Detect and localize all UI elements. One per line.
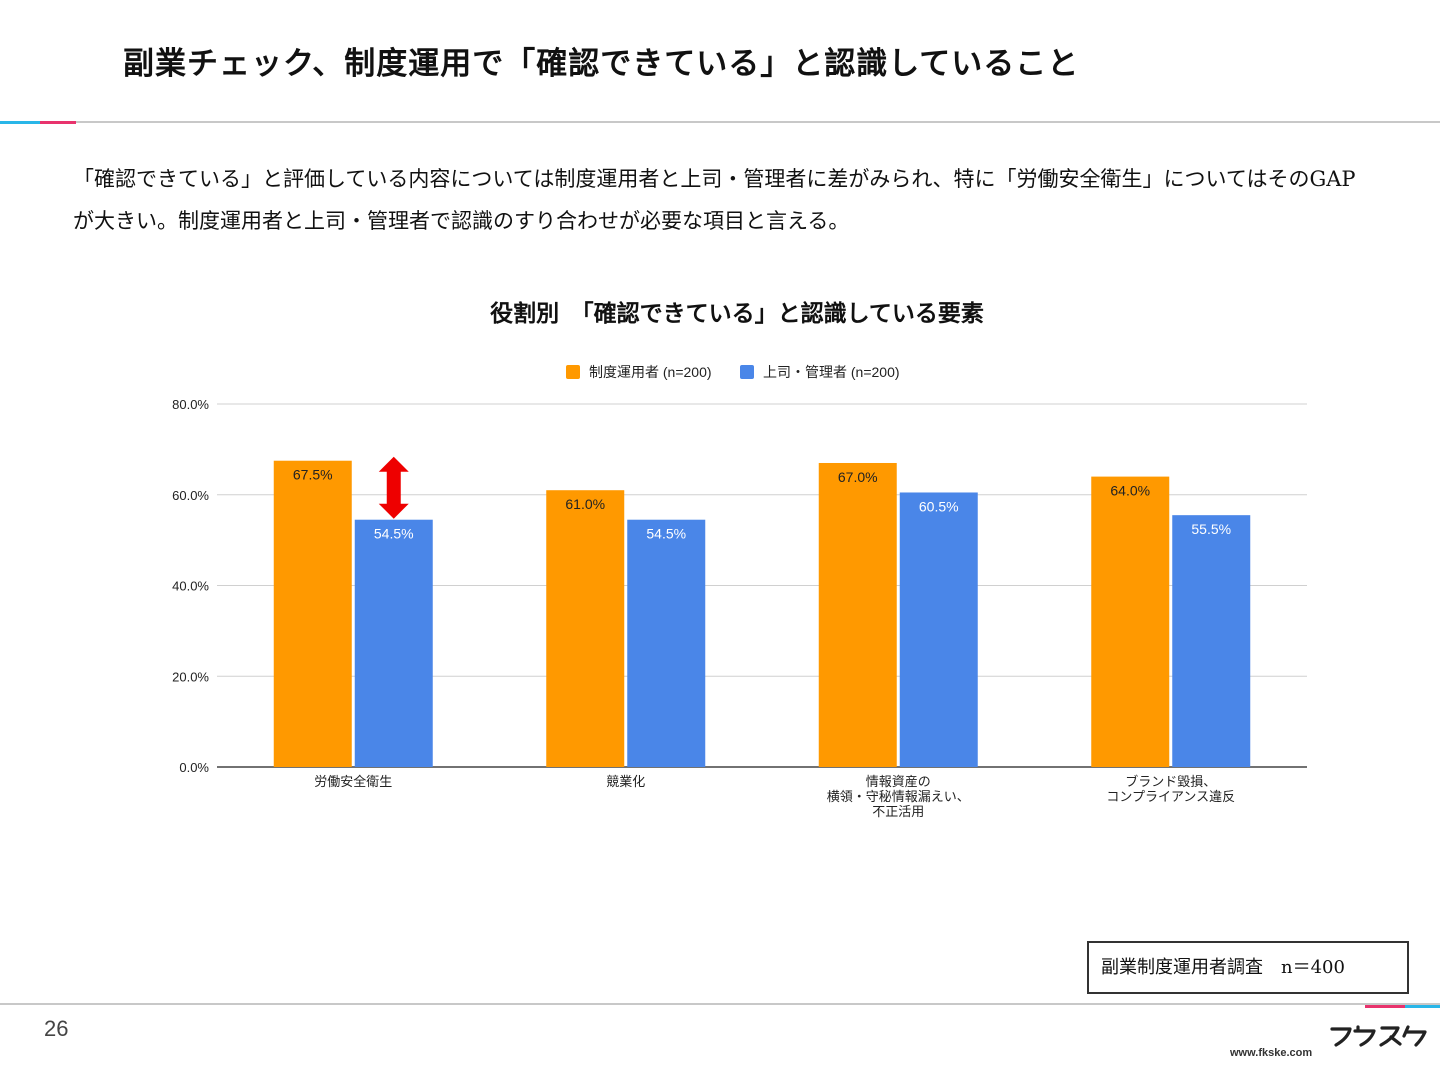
footer-rule-accent-cyan bbox=[1405, 1005, 1440, 1008]
bar-chart: 0.0% 20.0% 40.0% 60.0% 80.0% 制度運用者 (n=200) 上司・… bbox=[172, 364, 1307, 819]
x-tick-label: ブランド毀損、 bbox=[1125, 774, 1216, 789]
bar bbox=[273, 460, 352, 767]
data-label: 54.5% bbox=[374, 526, 414, 542]
data-label: 67.0% bbox=[838, 469, 878, 485]
x-tick-label: コンプライアンス違反 bbox=[1106, 789, 1235, 804]
data-label: 61.0% bbox=[565, 496, 605, 512]
x-tick-label: 労働安全衛生 bbox=[314, 774, 392, 789]
bar bbox=[1172, 515, 1251, 767]
x-tick-label: 競業化 bbox=[606, 774, 645, 789]
footer-rule-accent-pink bbox=[1365, 1005, 1405, 1008]
brand-url: www.fkske.com bbox=[1230, 1047, 1313, 1059]
y-tick-label: 0.0% bbox=[179, 760, 209, 775]
legend-swatch bbox=[740, 365, 754, 379]
y-tick-label: 40.0% bbox=[172, 579, 209, 594]
bar bbox=[546, 490, 625, 767]
x-tick-label: 横領・守秘情報漏えい、 bbox=[827, 789, 970, 804]
source-note-box: 副業制度運用者調査 n＝400 bbox=[1087, 941, 1409, 994]
title-rule-accent-cyan bbox=[0, 121, 40, 124]
data-label: 67.5% bbox=[293, 467, 333, 483]
title-rule-accent-pink bbox=[40, 121, 76, 124]
x-tick-label: 不正活用 bbox=[872, 804, 924, 819]
page-number: 26 bbox=[44, 1016, 69, 1041]
y-tick-label: 60.0% bbox=[172, 488, 209, 503]
legend-label: 制度運用者 (n=200) bbox=[589, 364, 712, 380]
brand-logo-icon bbox=[1330, 1025, 1427, 1047]
gap-double-arrow bbox=[378, 456, 409, 519]
y-tick-label: 80.0% bbox=[172, 397, 209, 412]
bar bbox=[627, 519, 706, 767]
footer-rule bbox=[0, 1003, 1440, 1005]
bar bbox=[354, 519, 433, 767]
description-text: 「確認できている」と評価している内容については制度運用者と上司・管理者に差がみら… bbox=[73, 167, 1356, 233]
data-label: 55.5% bbox=[1191, 521, 1231, 537]
legend-label: 上司・管理者 (n=200) bbox=[763, 364, 900, 380]
data-label: 64.0% bbox=[1110, 483, 1150, 499]
legend-swatch bbox=[566, 365, 580, 379]
bar bbox=[899, 492, 978, 767]
bar bbox=[818, 462, 897, 767]
x-tick-label: 情報資産の bbox=[866, 774, 931, 789]
page-title: 副業チェック、制度運用で「確認できている」と認識していること bbox=[123, 46, 1080, 82]
title-rule bbox=[0, 121, 1440, 123]
y-tick-label: 20.0% bbox=[172, 669, 209, 684]
data-label: 54.5% bbox=[646, 526, 686, 542]
data-label: 60.5% bbox=[919, 498, 959, 514]
chart-title: 役割別 「確認できている」と認識している要素 bbox=[490, 300, 984, 327]
bar bbox=[1091, 476, 1170, 767]
